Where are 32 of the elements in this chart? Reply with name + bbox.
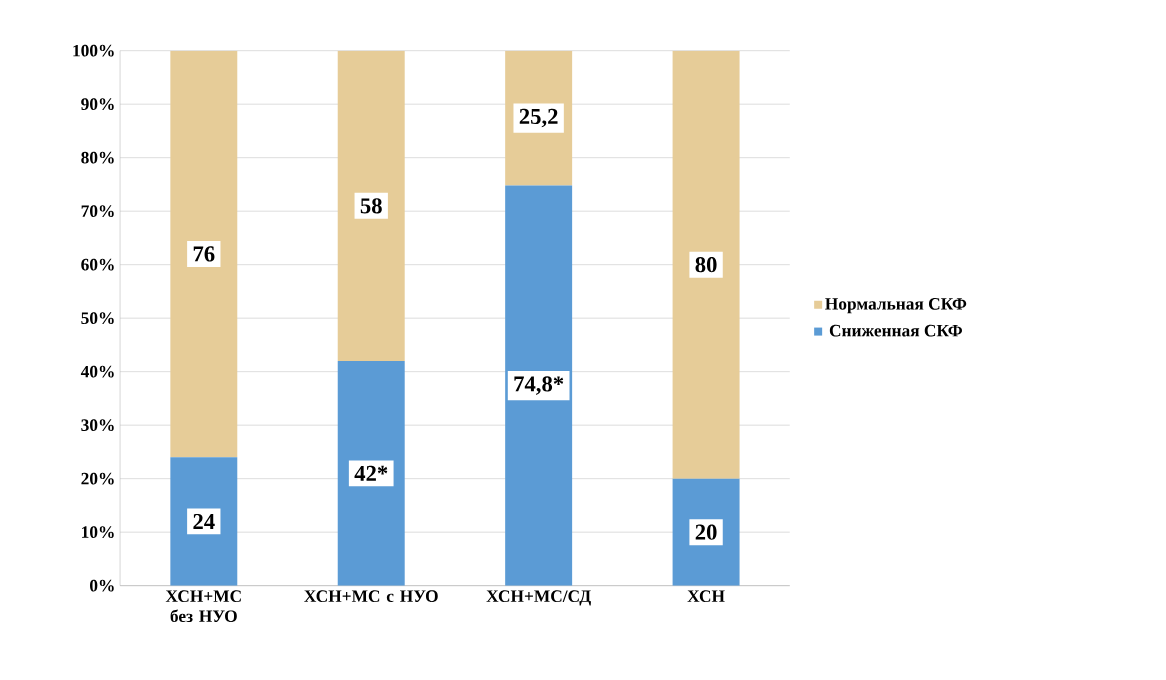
y-tick-label: 90%	[81, 98, 114, 110]
legend-label: Нормальная СКФ	[825, 297, 967, 313]
data-label: 20	[695, 524, 717, 540]
y-tick-label: 0%	[90, 579, 114, 592]
y-tick-label: 100%	[73, 44, 114, 57]
bar	[337, 50, 405, 361]
bar	[672, 50, 740, 479]
y-tick-label: 50%	[81, 312, 114, 324]
bar	[337, 360, 405, 586]
y-tick-label: 80%	[81, 151, 114, 164]
legend-label: Сниженная СКФ	[829, 324, 962, 337]
bar	[170, 457, 238, 586]
x-tick-label: ХСН+МС без НУО	[165, 590, 241, 622]
data-label: 24	[193, 513, 215, 529]
y-tick-label: 70%	[81, 205, 114, 217]
y-tick-label: 10%	[82, 526, 114, 538]
x-tick-label: ХСН+МС с НУО	[304, 590, 438, 602]
x-tick-label: ХСН	[687, 590, 725, 602]
data-label: 80	[695, 256, 717, 273]
data-label: 74,8*	[514, 376, 564, 395]
data-label: 58	[360, 197, 382, 214]
y-tick-label: 20%	[81, 472, 114, 485]
data-label: 76	[193, 246, 215, 262]
y-tick-label: 60%	[81, 258, 114, 271]
bar	[170, 50, 238, 458]
x-tick-label: ХСН+МС/СД	[486, 590, 591, 606]
y-tick-label: 40%	[80, 365, 114, 378]
y-tick-label: 30%	[81, 419, 114, 431]
bar	[672, 478, 740, 586]
bar	[505, 185, 573, 586]
data-label: 42*	[354, 465, 388, 481]
data-label: 25,2	[519, 108, 558, 128]
